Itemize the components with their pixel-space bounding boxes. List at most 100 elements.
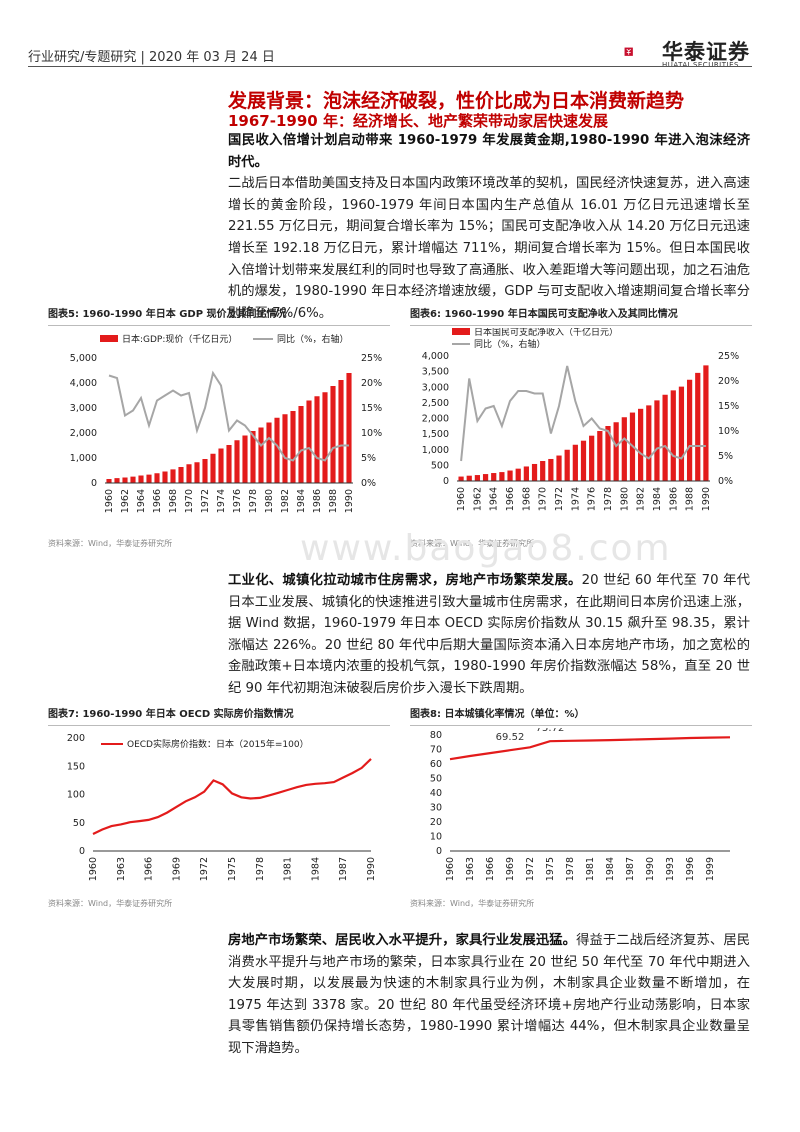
x-tick-label: 1972: [554, 487, 565, 511]
y-left-tick-label: 1,500: [422, 429, 449, 440]
bar-1960: [106, 479, 112, 483]
x-tick-label: 1966: [485, 857, 496, 881]
data-label-1969: 69.52: [496, 732, 525, 743]
y-left-tick-label: 3,000: [70, 403, 97, 414]
bar-1964: [491, 473, 497, 481]
y-left-tick-label: 1,000: [422, 445, 449, 456]
y-right-tick-label: 25%: [361, 353, 382, 364]
y-right-tick-label: 5%: [361, 453, 376, 464]
legend-bar-label: 日本国民可支配净收入（千亿日元）: [474, 328, 618, 338]
bar-1972: [556, 455, 562, 481]
y-tick-label: 0: [79, 846, 85, 857]
x-tick-label: 1960: [104, 489, 115, 513]
bar-1962: [122, 477, 128, 483]
paragraph-2: 工业化、城镇化拉动城市住房需求，房地产市场繁荣发展。20 世纪 60 年代至 7…: [228, 570, 750, 700]
figure-7-source: 资料来源：Wind，华泰证券研究所: [48, 899, 173, 908]
y-tick-label: 80: [430, 730, 442, 741]
y-left-tick-label: 4,000: [70, 378, 97, 389]
bar-1965: [146, 474, 152, 483]
bar-1973: [210, 453, 216, 483]
bar-1983: [646, 405, 652, 481]
bar-1979: [613, 422, 619, 481]
bar-1971: [194, 462, 200, 483]
x-tick-label: 1980: [619, 487, 630, 511]
bar-1984: [298, 406, 304, 483]
y-tick-label: 100: [67, 790, 85, 801]
bar-1962: [474, 475, 481, 481]
bar-1978: [250, 431, 256, 483]
x-tick-label: 1968: [521, 487, 532, 511]
y-right-tick-label: 15%: [361, 403, 382, 414]
y-tick-label: 50: [73, 818, 85, 829]
bar-1982: [282, 414, 288, 483]
x-tick-label: 1970: [184, 489, 195, 513]
x-tick-label: 1981: [283, 857, 294, 881]
bar-1976: [234, 440, 240, 483]
bar-1980: [266, 422, 272, 483]
bar-1977: [242, 435, 248, 483]
y-right-tick-label: 25%: [718, 351, 739, 362]
bar-1973: [564, 449, 570, 481]
x-tick-label: 1960: [456, 487, 467, 511]
x-tick-label: 1960: [88, 857, 99, 881]
y-left-tick-label: 5,000: [70, 353, 97, 364]
legend-bar-swatch: [452, 328, 470, 335]
urbanization-line-chart: 80 70 60 50 40 30 20 10 0 69.52 75.72 1960 1963 1966 1…: [430, 728, 731, 881]
y-tick-label: 60: [430, 759, 442, 770]
y-right-tick-label: 15%: [718, 401, 739, 412]
bar-1960: [458, 476, 464, 481]
x-tick-label: 1970: [538, 487, 549, 511]
figure-6-source: 资料来源：Wind，华泰证券研究所: [410, 539, 535, 548]
x-tick-label: 1990: [645, 857, 656, 881]
bar-1990: [703, 365, 709, 481]
paragraph-1-body: 二战后日本借助美国支持及日本国内政策环境改革的契机，国民经济快速复苏，进入高速增…: [228, 176, 750, 321]
figure-5-title: 图表5: 1960-1990 年日本 GDP 现价及其同比情况: [48, 305, 390, 326]
legend-label: OECD实际房价指数：日本（2015年=100）: [127, 738, 309, 750]
x-tick-label: 1987: [625, 857, 636, 881]
x-tick-label: 1966: [152, 489, 163, 513]
figure-7-title: 图表7: 1960-1990 年日本 OECD 实际房价指数情况: [48, 705, 390, 726]
bar-1968: [170, 469, 176, 483]
section-title: 发展背景：泡沫经济破裂，性价比成为日本消费新趋势: [228, 90, 685, 112]
x-tick-label: 1975: [227, 857, 238, 881]
y-left-tick-label: 500: [431, 460, 449, 471]
y-left-tick-label: 2,500: [422, 398, 449, 409]
bar-1984: [654, 400, 660, 481]
y-right-tick-label: 20%: [718, 376, 739, 387]
y-right-tick-label: 0%: [361, 478, 376, 489]
x-tick-label: 1987: [338, 857, 349, 881]
bar-1974: [218, 448, 224, 483]
y-tick-label: 0: [436, 846, 442, 857]
y-tick-label: 30: [430, 803, 442, 814]
section-subtitle: 1967-1990 年：经济增长、地产繁荣带动家居快速发展: [228, 112, 608, 130]
bar-1970: [186, 464, 192, 483]
bar-1969: [178, 467, 184, 483]
bar-1979: [258, 427, 264, 483]
series-line: [92, 758, 372, 835]
x-tick-label: 1978: [603, 487, 614, 511]
bar-1963: [130, 476, 136, 483]
bar-1967: [515, 468, 521, 481]
x-tick-label: 1986: [668, 487, 679, 511]
header-divider: [28, 66, 752, 67]
bar-1966: [154, 473, 160, 483]
paragraph-2-lead: 工业化、城镇化拉动城市住房需求，房地产市场繁荣发展。: [228, 573, 582, 588]
y-left-tick-label: 4,000: [422, 351, 449, 362]
bar-1985: [662, 394, 668, 481]
y-right-tick-label: 10%: [718, 426, 739, 437]
x-tick-label: 1982: [636, 487, 647, 511]
bar-1978: [605, 426, 611, 481]
y-right-tick-label: 5%: [718, 451, 733, 462]
x-tick-label: 1964: [489, 487, 500, 511]
gdp-bar-line-chart: 日本:GDP:现价（千亿日元） 同比（%，右轴） 5,000 4,000 3,000 2,…: [70, 333, 382, 513]
logo-chinese-text: 华泰证券: [662, 40, 750, 64]
x-tick-label: 1966: [144, 857, 155, 881]
series-line: [449, 736, 731, 761]
x-tick-label: 1963: [116, 857, 127, 881]
y-left-tick-label: 3,000: [422, 382, 449, 393]
bar-1977: [597, 431, 603, 481]
x-tick-label: 1988: [685, 487, 696, 511]
x-tick-label: 1990: [344, 489, 355, 513]
x-tick-label: 1984: [296, 489, 307, 513]
y-tick-label: 150: [67, 761, 85, 772]
